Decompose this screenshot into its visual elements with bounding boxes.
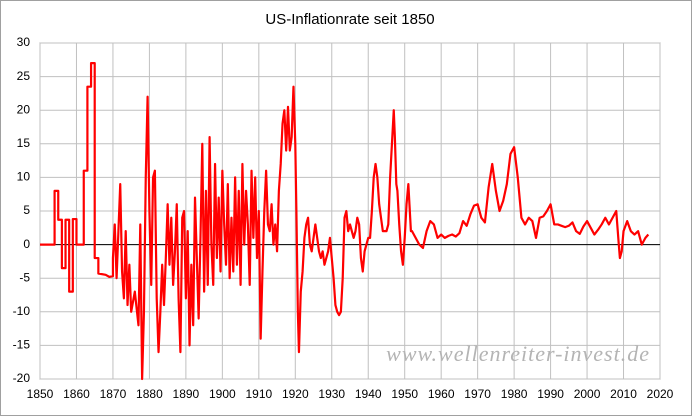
- y-tick-label: -15: [13, 338, 31, 352]
- y-tick-label: 25: [17, 69, 31, 83]
- y-tick-label: 5: [23, 203, 30, 217]
- y-tick-label: -5: [19, 270, 30, 284]
- x-tick-label: 1880: [136, 387, 163, 401]
- y-tick-label: 15: [17, 136, 31, 150]
- y-tick-label: 30: [17, 35, 31, 49]
- y-tick-label: 20: [17, 102, 31, 116]
- x-tick-label: 2000: [574, 387, 601, 401]
- watermark: www.wellenreiter-invest.de: [386, 341, 650, 366]
- x-tick-label: 2010: [610, 387, 637, 401]
- x-tick-label: 1890: [173, 387, 200, 401]
- x-tick-label: 1920: [282, 387, 309, 401]
- chart-title: US-Inflationrate seit 1850: [265, 11, 434, 28]
- x-tick-label: 2020: [647, 387, 674, 401]
- y-tick-label: 10: [17, 170, 31, 184]
- x-tick-label: 1950: [391, 387, 418, 401]
- x-tick-label: 1960: [428, 387, 455, 401]
- inflation-line: [40, 62, 650, 381]
- y-tick-label: -10: [13, 304, 31, 318]
- x-tick-label: 1980: [501, 387, 528, 401]
- x-tick-label: 1870: [100, 387, 127, 401]
- x-tick-label: 1850: [27, 387, 54, 401]
- x-tick-label: 1910: [245, 387, 272, 401]
- x-tick-label: 1860: [63, 387, 90, 401]
- x-tick-label: 1930: [318, 387, 345, 401]
- y-tick-label: -20: [13, 371, 31, 385]
- x-tick-label: 1990: [537, 387, 564, 401]
- x-tick-label: 1970: [464, 387, 491, 401]
- y-tick-label: 0: [23, 237, 30, 251]
- x-tick-label: 1940: [355, 387, 382, 401]
- x-tick-label: 1900: [209, 387, 236, 401]
